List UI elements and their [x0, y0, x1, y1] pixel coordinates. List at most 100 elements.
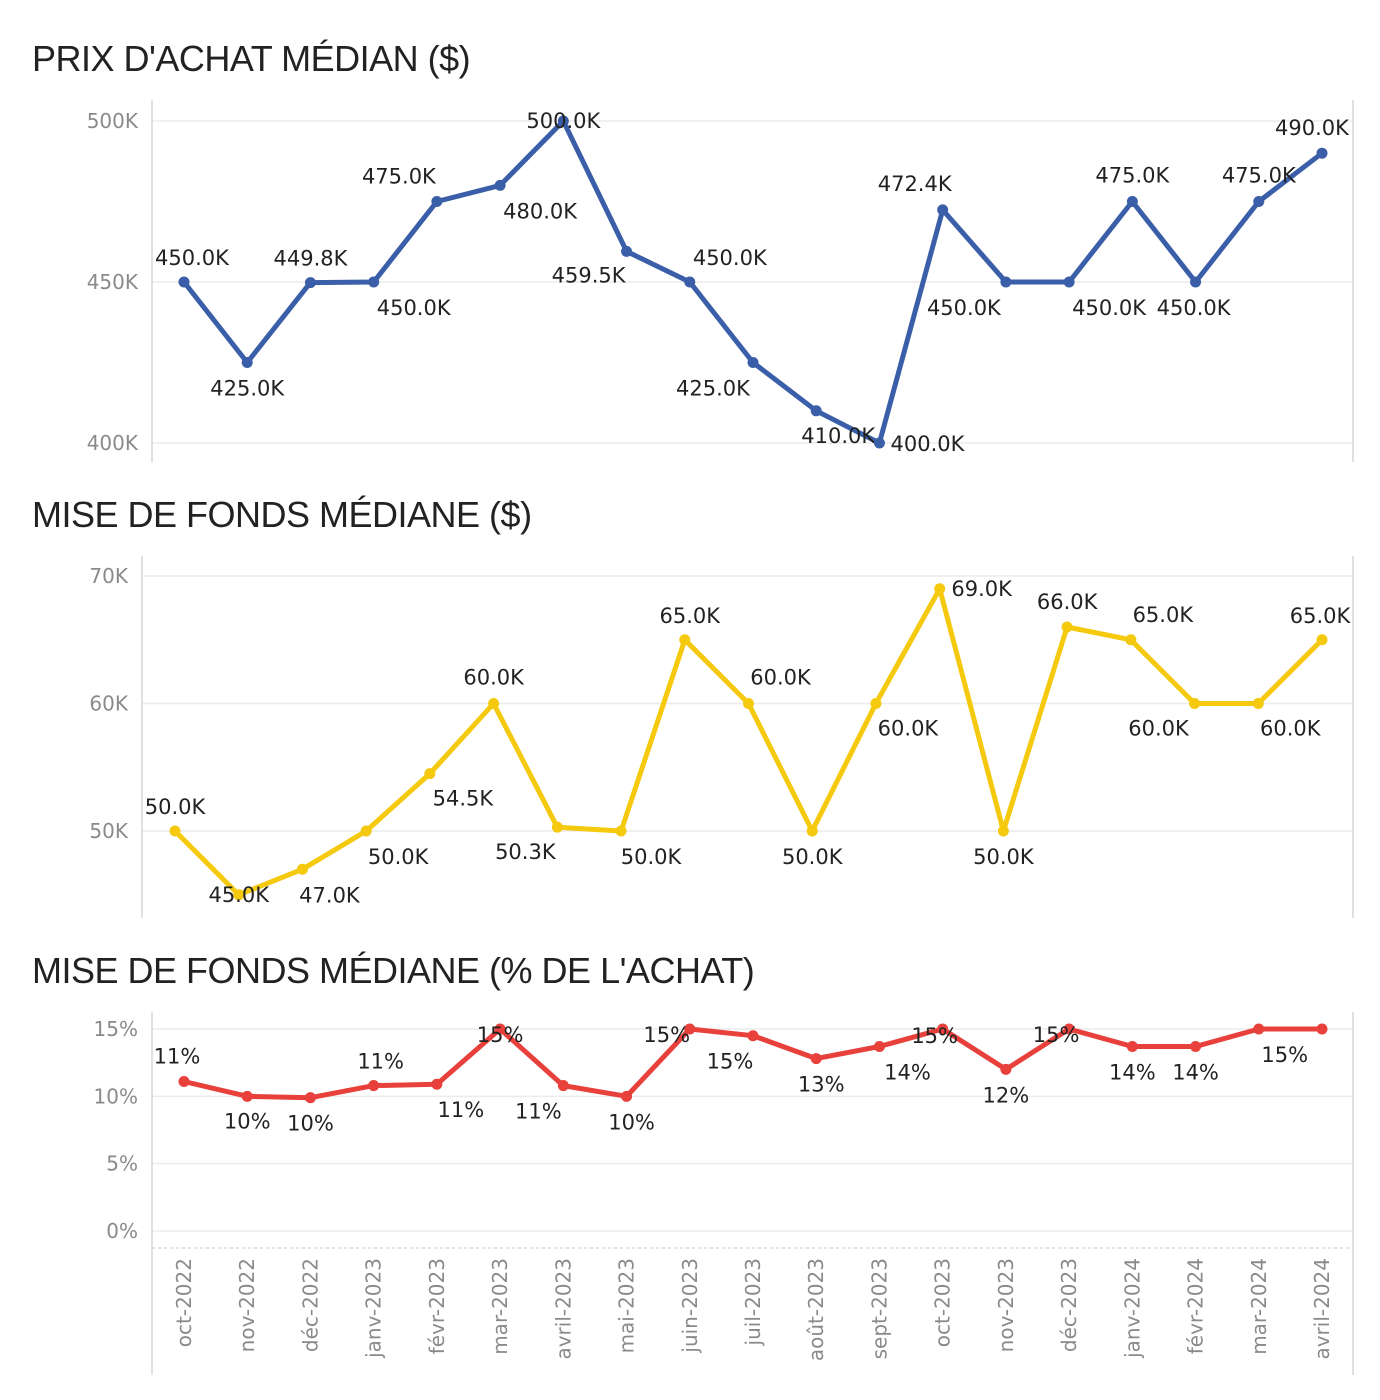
data-point — [241, 357, 253, 368]
data-label: 450.0K — [155, 246, 230, 270]
data-point — [557, 115, 569, 127]
data-point — [424, 768, 436, 780]
data-label: 475.0K — [1095, 164, 1170, 188]
data-point — [873, 437, 885, 449]
data-point — [1253, 1023, 1265, 1035]
data-point — [937, 204, 949, 216]
x-tick-label: oct-2022 — [172, 1258, 196, 1347]
data-label: 11% — [357, 1050, 404, 1074]
data-label: 50.3K — [495, 840, 557, 864]
data-label: 450.0K — [377, 296, 452, 320]
y-tick-label: 5% — [106, 1152, 138, 1176]
data-label: 410.0K — [801, 424, 876, 448]
data-point — [494, 179, 506, 191]
data-label: 15% — [1261, 1043, 1308, 1067]
x-tick-label: août-2023 — [804, 1258, 828, 1361]
data-point — [304, 1092, 316, 1104]
data-label: 12% — [983, 1083, 1030, 1107]
data-point — [743, 698, 754, 709]
data-label: 60.0K — [878, 717, 940, 741]
data-point — [806, 825, 818, 837]
x-tick-label: juil-2023 — [741, 1258, 765, 1346]
data-point — [810, 1053, 822, 1065]
x-tick-label: févr-2024 — [1184, 1258, 1208, 1354]
data-label: 66.0K — [1037, 590, 1099, 614]
x-tick-label: févr-2023 — [425, 1258, 449, 1354]
data-point — [1000, 1063, 1012, 1075]
data-label: 13% — [798, 1073, 845, 1097]
x-tick-label: janv-2023 — [362, 1258, 386, 1359]
data-point — [873, 1041, 885, 1053]
data-label: 50.0K — [145, 795, 207, 819]
data-point — [747, 1030, 759, 1042]
y-tick-label: 10% — [94, 1084, 138, 1108]
data-label: 450.0K — [927, 296, 1002, 320]
x-tick-label: sept-2023 — [867, 1258, 891, 1359]
data-label: 500.0K — [526, 109, 601, 133]
data-label: 400.0K — [890, 432, 965, 456]
x-tick-label: mar-2023 — [488, 1258, 512, 1355]
data-label: 472.4K — [878, 172, 953, 196]
y-tick-label: 60K — [89, 692, 128, 716]
data-point — [296, 863, 308, 875]
data-point — [1125, 634, 1137, 646]
chart-title-purchase-price: PRIX D'ACHAT MÉDIAN ($) — [32, 38, 471, 79]
data-label: 50.0K — [368, 845, 430, 869]
data-point — [368, 276, 380, 288]
data-label: 449.8K — [273, 247, 348, 271]
series-line — [172, 586, 1325, 898]
chart-title-down-payment-pct: MISE DE FONDS MÉDIANE (% DE L'ACHAT) — [32, 950, 755, 991]
x-tick-label: nov-2023 — [994, 1258, 1018, 1352]
data-label: 459.5K — [552, 263, 627, 287]
data-point — [870, 698, 882, 709]
y-tick-label: 15% — [94, 1017, 138, 1041]
data-label: 50.0K — [621, 845, 683, 869]
data-point — [1190, 276, 1202, 288]
data-label: 54.5K — [433, 787, 495, 811]
data-label: 450.0K — [1072, 296, 1147, 320]
data-point — [1126, 1041, 1138, 1053]
data-label: 480.0K — [503, 199, 578, 223]
data-point — [169, 825, 181, 837]
data-label: 11% — [154, 1045, 201, 1069]
chart-title-down-payment: MISE DE FONDS MÉDIANE ($) — [32, 494, 532, 535]
data-label: 60.0K — [463, 666, 525, 690]
data-label: 65.0K — [1133, 603, 1195, 627]
data-label: 60.0K — [1128, 717, 1190, 741]
x-tick-label: avril-2023 — [551, 1258, 575, 1360]
data-label: 14% — [884, 1061, 931, 1085]
data-label: 15% — [477, 1023, 524, 1047]
data-point — [679, 634, 691, 646]
data-label: 15% — [707, 1050, 754, 1074]
data-point — [368, 1080, 380, 1092]
x-tick-label: déc-2023 — [1057, 1258, 1081, 1352]
data-label: 10% — [608, 1110, 655, 1134]
x-tick-label: juin-2023 — [678, 1258, 702, 1354]
data-label: 60.0K — [1260, 717, 1322, 741]
data-point — [684, 276, 696, 288]
data-label: 450.0K — [693, 246, 768, 270]
data-point — [810, 405, 822, 417]
data-label: 45.0K — [208, 883, 270, 907]
data-point — [431, 196, 443, 207]
x-tick-label: oct-2023 — [931, 1258, 955, 1347]
data-label: 65.0K — [660, 604, 722, 628]
data-point — [241, 1090, 253, 1102]
data-label: 475.0K — [1222, 164, 1297, 188]
data-point — [431, 1078, 443, 1090]
data-point — [1190, 1041, 1202, 1053]
data-point — [934, 583, 946, 595]
data-label: 15% — [643, 1023, 690, 1047]
y-tick-label: 450K — [87, 270, 139, 294]
x-tick-label: mai-2023 — [615, 1258, 639, 1353]
data-label: 65.0K — [1290, 604, 1352, 628]
x-tick-label: nov-2022 — [235, 1258, 259, 1352]
data-label: 50.0K — [782, 845, 844, 869]
data-label: 11% — [438, 1098, 485, 1122]
data-point — [488, 698, 500, 709]
x-tick-label: avril-2024 — [1310, 1258, 1334, 1360]
data-label: 15% — [1033, 1023, 1080, 1047]
data-point — [621, 1090, 633, 1102]
data-point — [1316, 147, 1328, 159]
